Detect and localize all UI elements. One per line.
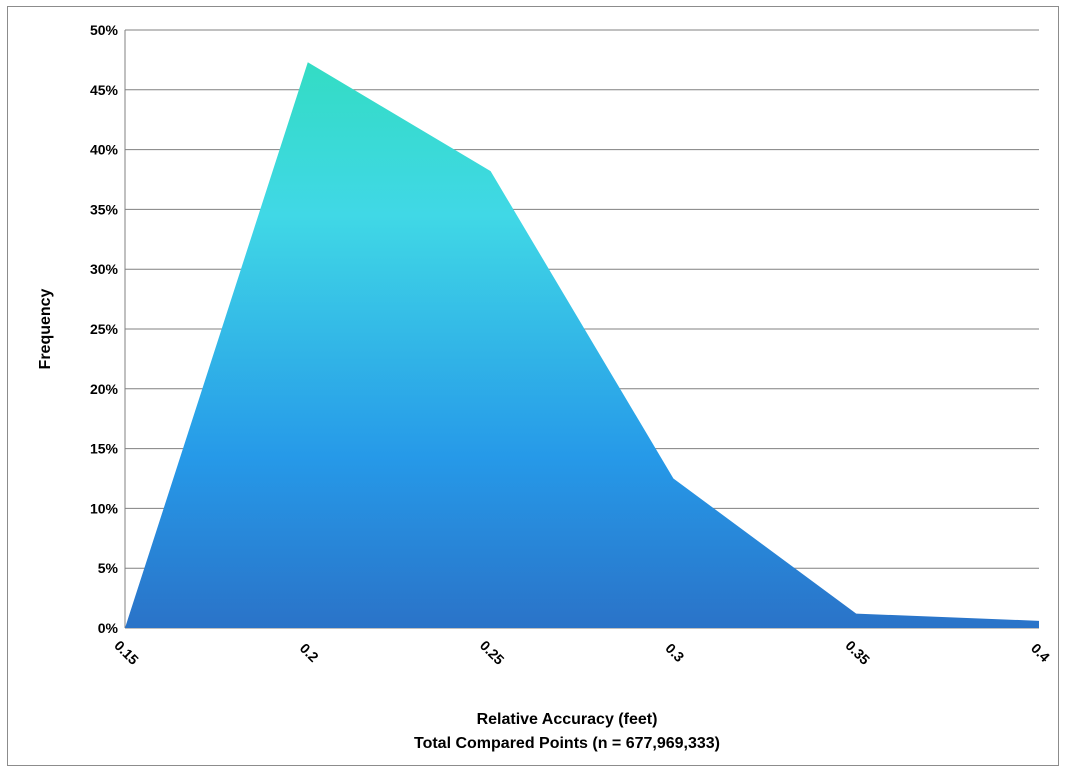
y-tick-label: 20% bbox=[90, 381, 119, 397]
y-tick-label: 25% bbox=[90, 321, 119, 337]
x-tick-label: 0.35 bbox=[842, 637, 873, 668]
plot-area bbox=[125, 62, 1039, 629]
y-tick-labels: 0% 5% 10% 15% 20% 25% 30% 35% 40% 45% 50% bbox=[90, 22, 119, 636]
x-tick-label: 0.15 bbox=[111, 637, 142, 668]
x-axis-subtitle: Total Compared Points (n = 677,969,333) bbox=[414, 735, 720, 752]
x-tick-label: 0.3 bbox=[662, 640, 687, 665]
y-tick-label: 40% bbox=[90, 142, 119, 158]
x-tick-labels: 0.15 0.2 0.25 0.3 0.35 0.4 bbox=[111, 637, 1053, 668]
y-tick-label: 0% bbox=[98, 620, 119, 636]
x-tick-label: 0.25 bbox=[477, 637, 508, 668]
x-tick-label: 0.2 bbox=[297, 640, 322, 665]
y-tick-label: 5% bbox=[98, 560, 119, 576]
x-axis-title: Relative Accuracy (feet) bbox=[477, 711, 658, 728]
y-tick-label: 45% bbox=[90, 82, 119, 98]
y-axis-title: Frequency bbox=[37, 288, 54, 369]
y-tick-label: 10% bbox=[90, 500, 119, 516]
y-tick-label: 35% bbox=[90, 201, 119, 217]
y-tick-label: 15% bbox=[90, 441, 119, 457]
x-tick-label: 0.4 bbox=[1028, 640, 1053, 665]
frequency-area bbox=[125, 62, 1039, 629]
y-tick-label: 30% bbox=[90, 261, 119, 277]
y-tick-label: 50% bbox=[90, 22, 119, 38]
